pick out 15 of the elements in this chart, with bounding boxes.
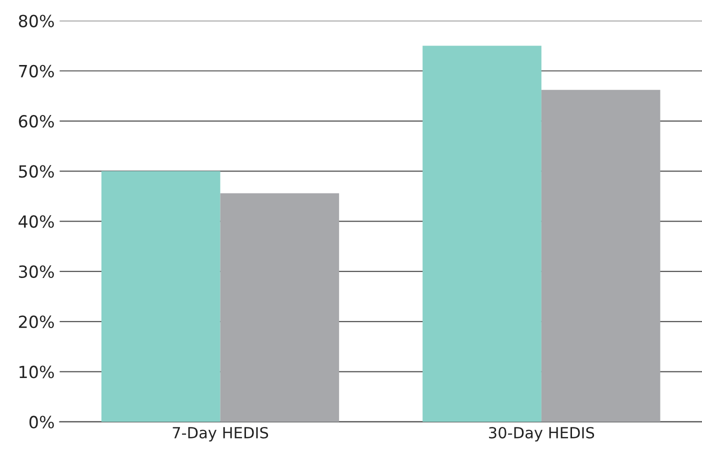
bar	[541, 90, 660, 422]
x-tick-label: 7-Day HEDIS	[172, 426, 268, 442]
y-tick-label: 60%	[18, 114, 54, 128]
y-tick-label: 30%	[19, 265, 54, 278]
y-tick-label: 80%	[18, 14, 54, 28]
bar	[101, 171, 220, 422]
x-tick-label: 30-Day HEDIS	[489, 426, 594, 442]
y-tick-label: 20%	[18, 316, 54, 328]
y-tick-label: 0%	[29, 416, 54, 428]
bar	[220, 193, 340, 422]
y-tick-label: 50%	[19, 165, 54, 178]
y-tick-label: 10%	[20, 366, 54, 378]
y-tick-label: 40%	[18, 215, 54, 228]
bar	[422, 46, 542, 422]
y-tick-label: 70%	[19, 64, 54, 78]
